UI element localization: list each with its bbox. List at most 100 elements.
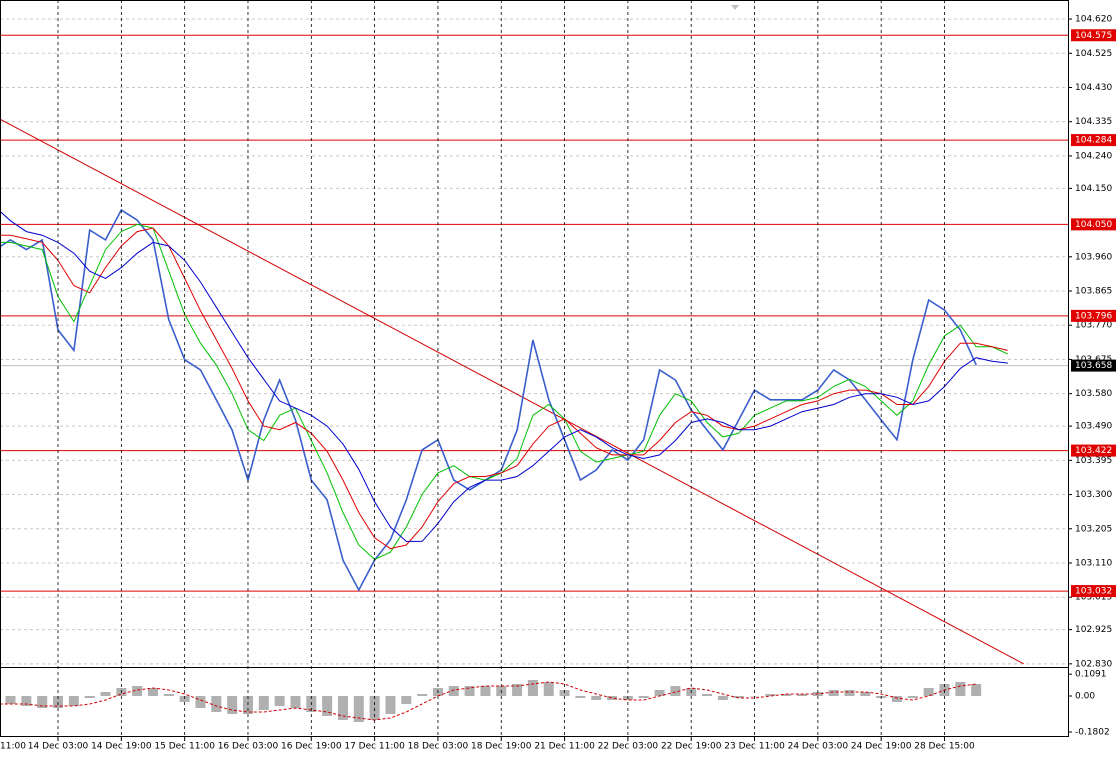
oscillator-bar [607, 696, 618, 700]
y-tick-label: 103.110 [1075, 558, 1112, 568]
x-tick-label: 16 Dec 03:00 [218, 742, 279, 752]
y-tick-label: 104.430 [1075, 83, 1112, 93]
y-tick-label: 103.770 [1075, 321, 1112, 331]
level-label: 103.422 [1075, 446, 1112, 456]
oscillator-bar [480, 686, 491, 696]
x-tick-label: 22 Dec 03:00 [598, 742, 659, 752]
oscillator-bar [670, 686, 681, 696]
x-tick-label: 24 Dec 03:00 [788, 742, 849, 752]
price-label-box [1071, 359, 1116, 372]
oscillator-bar [733, 696, 744, 698]
level-label: 104.050 [1075, 220, 1112, 230]
main-plot [1, 18, 1068, 665]
level-label-box [1071, 218, 1116, 231]
x-tick-label: 15 Dec 11:00 [154, 742, 215, 752]
level-label-box [1071, 585, 1116, 598]
oscillator-bar [227, 696, 238, 714]
level-label: 103.032 [1075, 587, 1112, 597]
y-tick-label: 102.830 [1075, 659, 1112, 669]
oscillator-bar [765, 694, 776, 696]
x-tick-label: 24 Dec 19:00 [851, 742, 912, 752]
y-tick-label: 104.620 [1075, 15, 1112, 25]
oscillator-bar [353, 696, 364, 722]
y-tick-label: -0.1802 [1075, 728, 1110, 738]
oscillator-bar [84, 696, 95, 698]
oscillator-bar [971, 684, 982, 696]
x-tick-label: 21 Dec 11:00 [534, 742, 595, 752]
oscillator-bar [527, 680, 538, 696]
oscillator-bar [163, 694, 174, 696]
x-tick-label: 18 Dec 19:00 [471, 742, 532, 752]
oscillator-bar [148, 688, 158, 696]
level-label-box [1071, 444, 1116, 457]
y-tick-label: 103.015 [1075, 593, 1112, 603]
y-tick-label: 103.300 [1075, 490, 1112, 500]
oscillator-bar [543, 682, 554, 696]
x-tick-label: 11:00 [0, 742, 26, 752]
oscillator-bar [5, 696, 16, 704]
level-label-box [1071, 29, 1116, 42]
oscillator-bar [417, 694, 428, 696]
oscillator-bar [132, 686, 143, 696]
oscillator-bar [828, 690, 839, 696]
oscillator-bar [781, 694, 792, 696]
oscillator-bar [195, 696, 206, 708]
oscillator-bar [274, 696, 285, 706]
y-tick-label: 103.490 [1075, 422, 1112, 432]
oscillator-bar [575, 696, 586, 698]
y-tick-label: 102.925 [1075, 625, 1112, 635]
trend-line [1, 119, 1024, 665]
oscillator-bar [401, 696, 412, 704]
oscillator-bar [591, 696, 602, 700]
y-tick-label: 104.240 [1075, 151, 1112, 161]
oscillator-bar [638, 696, 649, 698]
moving-average [1, 227, 1008, 550]
oscillator-bar [844, 690, 855, 696]
oscillator-bar [464, 686, 475, 696]
x-tick-label: 17 Dec 11:00 [344, 742, 405, 752]
x-tick-label: 28 Dec 15:00 [914, 742, 975, 752]
oscillator-bar [923, 688, 934, 696]
signal-line [1, 681, 977, 721]
oscillator-bar [907, 696, 918, 698]
y-tick-label: 104.335 [1075, 117, 1112, 127]
oscillator-bar [385, 696, 396, 714]
x-tick-label: 18 Dec 03:00 [408, 742, 469, 752]
oscillator-bar [322, 696, 333, 716]
y-tick-label: 104.525 [1075, 49, 1112, 59]
oscillator-bar [717, 696, 728, 700]
shift-marker [731, 5, 739, 10]
level-label-box [1071, 134, 1116, 147]
oscillator-bar [448, 686, 459, 696]
y-tick-label: 103.205 [1075, 524, 1112, 534]
x-tick-label: 22 Dec 19:00 [661, 742, 722, 752]
x-tick-label: 23 Dec 11:00 [724, 742, 785, 752]
oscillator-bar [211, 696, 222, 712]
oscillator-bar [797, 694, 808, 696]
level-label: 104.575 [1075, 31, 1112, 41]
oscillator-bar [892, 696, 903, 702]
oscillator-bar [512, 684, 523, 696]
y-tick-label: 103.395 [1075, 456, 1112, 466]
level-label: 104.284 [1075, 136, 1112, 146]
oscillator-bar [100, 692, 111, 696]
y-tick-label: 103.580 [1075, 389, 1112, 399]
x-tick-label: 14 Dec 19:00 [91, 742, 152, 752]
oscillator-bar [860, 692, 871, 696]
oscillator-bar [290, 696, 301, 708]
y-tick-label: 104.150 [1075, 184, 1112, 194]
oscillator-bar [68, 696, 79, 706]
y-tick-label: 0.00 [1075, 692, 1095, 702]
oscillator-bar [21, 696, 32, 706]
x-tick-label: 14 Dec 03:00 [28, 742, 89, 752]
oscillator-bar [654, 690, 665, 696]
price-label: 103.658 [1075, 361, 1112, 371]
oscillator-bar [258, 696, 269, 710]
y-tick-label: 0.1091 [1075, 670, 1107, 680]
x-tick-label: 16 Dec 19:00 [281, 742, 342, 752]
plot-frame [0, 0, 1069, 737]
oscillator-bar [37, 696, 48, 708]
y-tick-label: 103.960 [1075, 252, 1112, 262]
